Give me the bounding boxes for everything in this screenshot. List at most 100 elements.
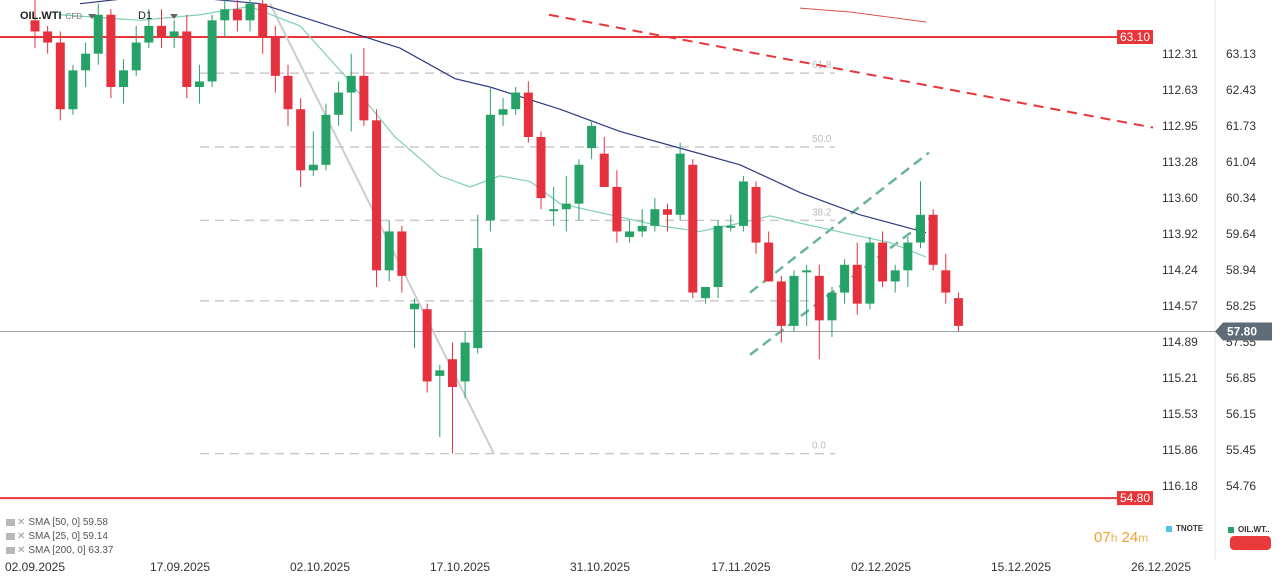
candle-body <box>194 81 204 87</box>
secondary-tick-label: 113.60 <box>1162 191 1198 205</box>
secondary-tick-label: 114.57 <box>1162 299 1198 313</box>
candle-body <box>397 231 407 276</box>
candle-body <box>789 275 799 326</box>
close-icon[interactable]: ✕ <box>17 517 26 528</box>
candle-body <box>220 9 230 21</box>
candle-body <box>574 164 584 204</box>
price-tick-label: 62.43 <box>1226 83 1256 97</box>
fibonacci-label: 38.2 <box>812 207 832 218</box>
candle-countdown: 07h 24m <box>1094 529 1149 546</box>
eye-icon <box>6 532 15 540</box>
interval-label: D1 <box>138 10 153 22</box>
price-tick-label: 59.64 <box>1226 227 1256 241</box>
candle-body <box>106 14 116 87</box>
secondary-tick-label: 113.92 <box>1162 227 1198 241</box>
chevron-down-icon <box>170 13 179 19</box>
date-tick-label: 02.10.2025 <box>290 560 350 574</box>
date-tick-label: 15.12.2025 <box>991 560 1051 574</box>
candle-body <box>625 231 635 237</box>
candle-body <box>663 209 672 215</box>
legend-label: SMA [50, 0] 59.58 <box>28 517 108 528</box>
candle-body <box>612 187 622 232</box>
candle-body <box>928 214 938 265</box>
candle-body <box>865 242 875 304</box>
date-tick-label: 17.09.2025 <box>150 560 210 574</box>
trend-line-channel-upper <box>749 151 930 294</box>
candle-body <box>485 114 495 221</box>
symbol-selector[interactable]: OIL.WTI CFD <box>20 10 96 22</box>
candle-body <box>245 3 255 21</box>
candle-body <box>81 53 91 71</box>
candle-body <box>384 231 394 271</box>
candle-body <box>890 270 900 282</box>
secondary-tick-label: 116.18 <box>1162 479 1198 493</box>
legend-sma-200[interactable]: ✕ SMA [200, 0] 63.37 <box>6 545 113 556</box>
candle-body <box>764 242 774 282</box>
price-tick-label: 54.76 <box>1226 479 1256 493</box>
candle-body <box>751 187 761 243</box>
candle-body <box>232 9 242 21</box>
price-tick-label: 56.15 <box>1226 407 1256 421</box>
price-tick-label: 61.04 <box>1226 155 1256 169</box>
close-icon[interactable]: ✕ <box>17 531 26 542</box>
date-tick-label: 02.12.2025 <box>851 560 911 574</box>
fibonacci-label: 0.0 <box>812 441 826 452</box>
date-tick-label: 17.10.2025 <box>430 560 490 574</box>
candle-body <box>30 20 40 32</box>
candle-body <box>675 153 685 215</box>
trend-line-channel-lower <box>749 217 930 356</box>
candle-body <box>283 75 293 110</box>
candle-body <box>688 164 698 293</box>
symbol-name: OIL.WTI <box>20 10 62 22</box>
trend-line-resistance <box>548 13 1154 129</box>
legend-sma-50[interactable]: ✕ SMA [50, 0] 59.58 <box>6 517 108 528</box>
interval-selector[interactable]: D1 <box>138 10 179 22</box>
candle-body <box>941 270 951 293</box>
candle-body <box>372 120 382 271</box>
sma-line <box>799 7 927 23</box>
tag-oil[interactable]: OIL.WT.. <box>1228 525 1270 534</box>
square-icon <box>1228 526 1234 533</box>
secondary-tick-label: 114.24 <box>1162 263 1198 277</box>
candle-body <box>814 275 824 321</box>
trend-line-down <box>269 3 495 455</box>
candle-body <box>802 270 812 273</box>
legend-label: SMA [25, 0] 59.14 <box>28 531 108 542</box>
close-icon[interactable]: ✕ <box>17 545 26 556</box>
candle-body <box>447 359 457 387</box>
candle-body <box>131 42 141 71</box>
candle-body <box>308 164 318 171</box>
level-badge-text: 54.80 <box>1120 491 1150 505</box>
action-button[interactable] <box>1230 536 1271 550</box>
candle-body <box>207 20 217 82</box>
price-tick-label: 56.85 <box>1226 371 1256 385</box>
candle-body <box>473 248 483 349</box>
candle-body <box>713 225 723 287</box>
candle-body <box>119 70 129 87</box>
eye-icon <box>6 518 15 526</box>
candle-body <box>359 75 369 121</box>
candle-body <box>637 225 647 232</box>
level-badge <box>1117 491 1153 506</box>
candle-body <box>55 42 65 110</box>
candle-body <box>270 37 280 76</box>
candle-body <box>144 25 154 43</box>
candle-body <box>561 203 571 210</box>
price-tick-label: 55.45 <box>1226 443 1256 457</box>
current-price-text: 57.80 <box>1227 324 1257 338</box>
date-tick-label: 02.09.2025 <box>5 560 65 574</box>
tag-tnote[interactable]: TNOTE <box>1166 524 1203 533</box>
candle-body <box>157 25 166 37</box>
candle-body <box>852 264 862 304</box>
candle-body <box>776 281 786 326</box>
price-tick-label: 63.13 <box>1226 47 1256 61</box>
square-icon <box>1166 525 1172 532</box>
chevron-down-icon <box>88 13 96 19</box>
date-tick-label: 31.10.2025 <box>570 560 630 574</box>
candle-body <box>599 153 609 187</box>
secondary-tick-label: 114.89 <box>1162 335 1198 349</box>
candle-body <box>346 75 356 93</box>
secondary-tick-label: 113.28 <box>1162 155 1198 169</box>
legend-sma-25[interactable]: ✕ SMA [25, 0] 59.14 <box>6 531 108 542</box>
